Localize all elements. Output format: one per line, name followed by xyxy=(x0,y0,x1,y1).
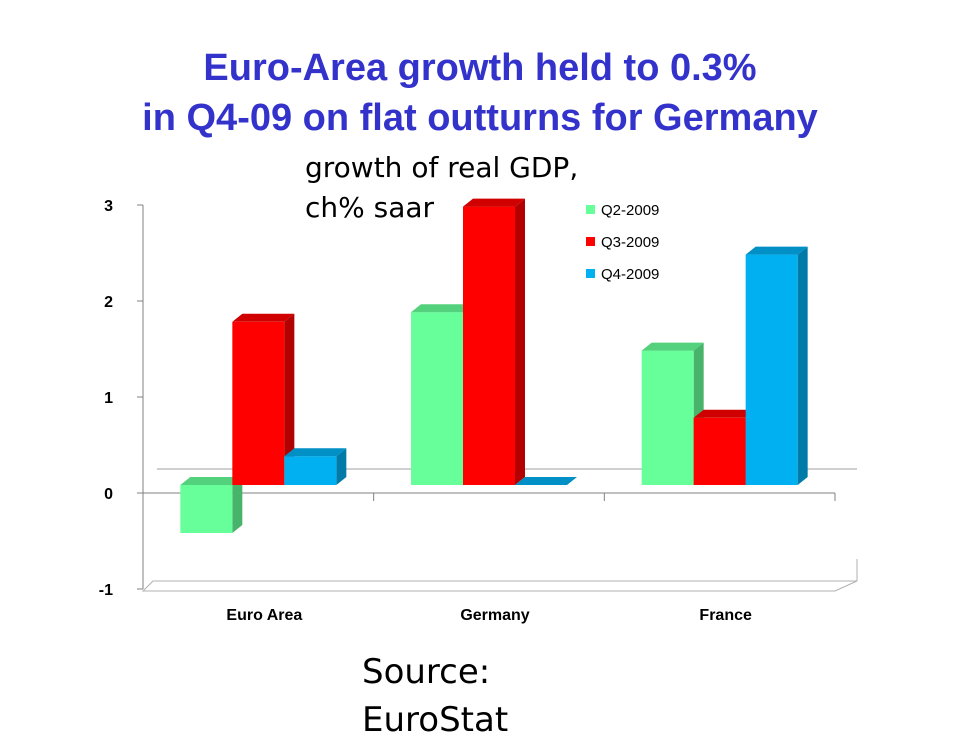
bar-q4-2009-germany xyxy=(515,477,577,485)
chart-title-line-1: Euro-Area growth held to 0.3% xyxy=(203,47,757,89)
bar-top xyxy=(180,477,243,485)
legend-swatch xyxy=(586,269,595,278)
bar-side xyxy=(797,246,808,485)
bar-top xyxy=(745,246,808,255)
bar-q4-2009-euro-area xyxy=(284,448,347,485)
bar-front xyxy=(745,254,798,485)
x-tick-label: Euro Area xyxy=(226,607,302,624)
bar-front xyxy=(232,321,285,485)
bar-front xyxy=(180,485,233,533)
subtitle-line-2: ch% saar xyxy=(305,191,435,224)
chart-subtitle: growth of real GDP, ch% saar xyxy=(305,148,578,228)
bar-top xyxy=(641,342,704,351)
bar-side xyxy=(336,448,347,485)
bar-side xyxy=(515,198,525,485)
bar-q2-2009-france xyxy=(641,342,704,485)
legend-label: Q3-2009 xyxy=(601,234,659,251)
bar-front xyxy=(284,456,337,485)
bar-q3-2009-germany xyxy=(463,198,525,485)
bar-top xyxy=(693,409,756,418)
bar-top xyxy=(284,448,347,457)
bar-side xyxy=(284,313,295,485)
bar-top xyxy=(232,313,295,322)
chart-floor xyxy=(141,580,858,592)
bar-top xyxy=(515,477,577,485)
subtitle-line-1: growth of real GDP, xyxy=(305,151,579,184)
y-tick-label: 1 xyxy=(104,390,113,407)
x-tick-label: France xyxy=(699,607,752,624)
chart-title-line-2: in Q4-09 on flat outturns for Germany xyxy=(142,97,818,139)
source-line-2: EuroStat xyxy=(362,700,509,740)
bar-front xyxy=(411,312,463,485)
bar-front xyxy=(463,206,515,485)
bar-q2-2009-euro-area xyxy=(180,477,243,533)
bar-front xyxy=(693,417,746,485)
legend-label: Q4-2009 xyxy=(601,266,659,283)
bar-side xyxy=(232,477,243,533)
y-tick-label: 0 xyxy=(104,486,113,503)
y-tick-label: 2 xyxy=(104,294,113,311)
legend-swatch xyxy=(586,205,595,214)
source-line-1: Source: xyxy=(362,652,491,692)
bar-q3-2009-france xyxy=(693,409,756,485)
bar-front xyxy=(641,350,694,485)
bar-q3-2009-euro-area xyxy=(232,313,295,485)
x-tick-label: Germany xyxy=(460,607,529,624)
source-note: Source: EuroStat xyxy=(362,648,508,744)
y-tick-label: -1 xyxy=(99,582,113,599)
bar-top xyxy=(411,304,473,313)
legend-swatch xyxy=(586,237,595,246)
bar-top xyxy=(463,198,525,207)
bar-chart: -1 0 1 2 3 Euro Area Germany France Q2-2009 Q3-20… xyxy=(99,198,858,624)
legend-label: Q2-2009 xyxy=(601,202,659,219)
y-tick-label: 3 xyxy=(104,198,113,215)
bar-q4-2009-france xyxy=(745,246,808,485)
